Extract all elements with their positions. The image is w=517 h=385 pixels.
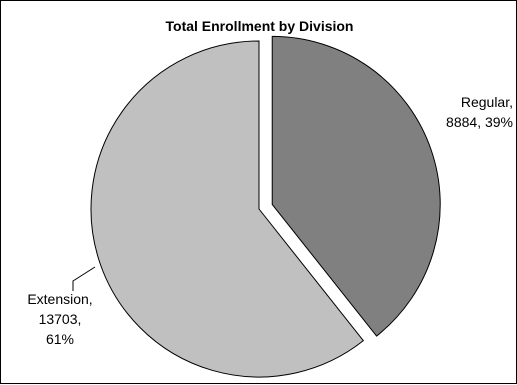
pie-slice-extension	[90, 40, 365, 378]
data-label-line: Regular,	[461, 94, 513, 110]
data-label-line: Extension,	[27, 291, 92, 307]
data-label-line: 61%	[46, 331, 74, 347]
data-label-extension: Extension, 13703, 61%	[27, 291, 92, 347]
pie-slice-regular	[271, 35, 441, 337]
data-label-line: 13703,	[39, 311, 82, 327]
data-label-regular: Regular, 8884, 39%	[446, 94, 513, 130]
chart-title: Total Enrollment by Division	[165, 18, 354, 34]
data-label-line: 8884, 39%	[446, 114, 513, 130]
leader-line-extension	[72, 266, 96, 291]
